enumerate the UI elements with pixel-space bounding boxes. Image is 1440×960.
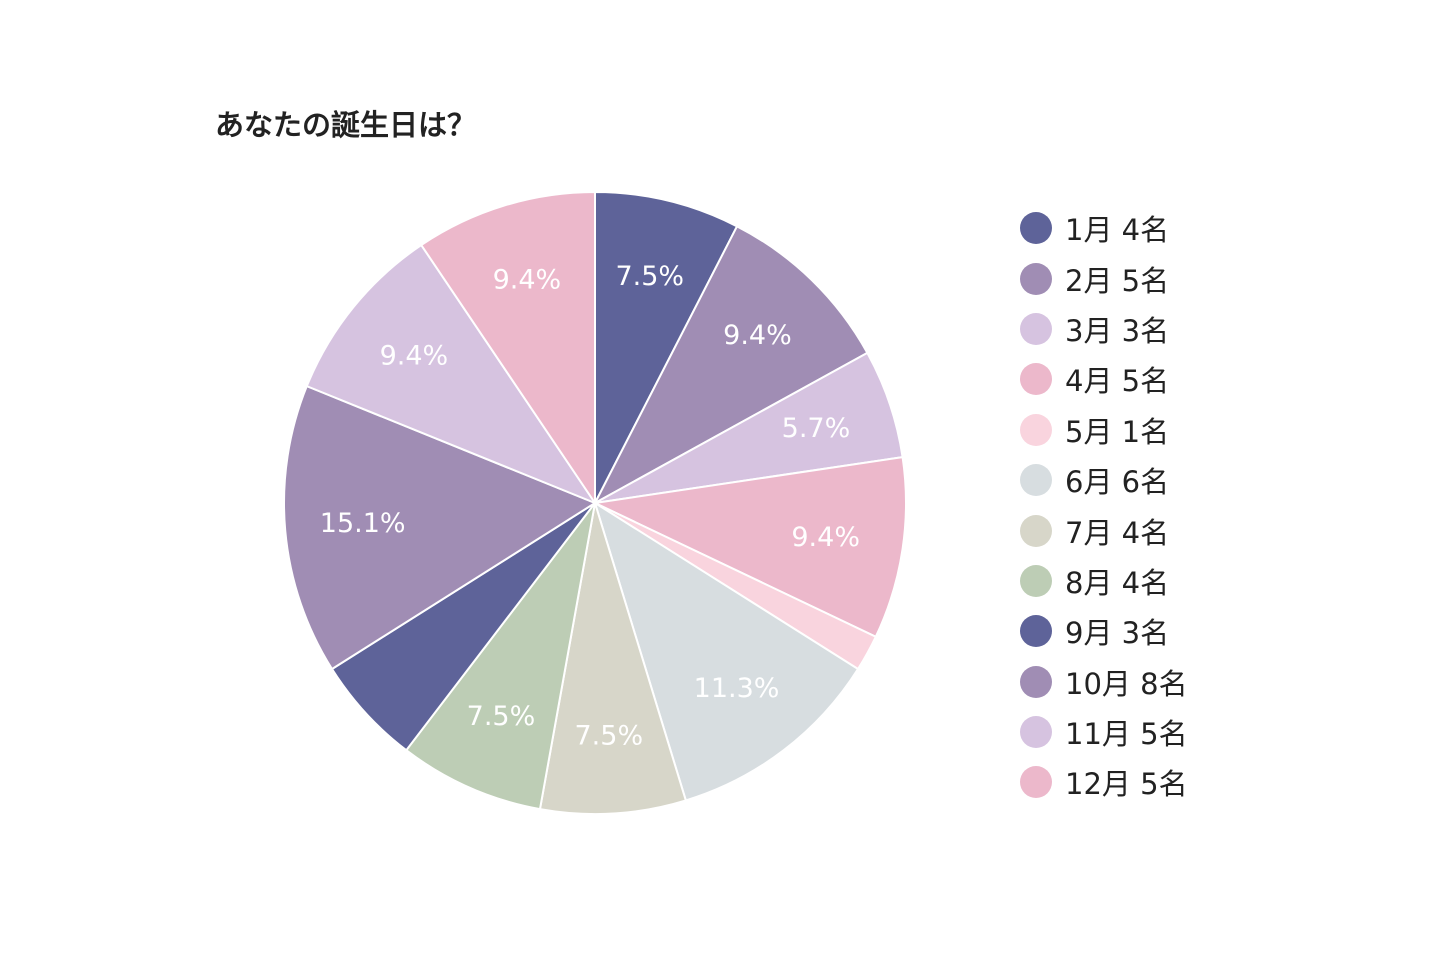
legend-swatch-7 — [1020, 514, 1052, 547]
pie-slice-label-4: 9.4% — [791, 522, 860, 553]
legend: 1月 4名 2月 5名 3月 3名 4月 5名 5月 1名 6月 6名 7月 4名 8月 4名… — [1020, 203, 1188, 808]
legend-item-9[interactable]: 9月 3名 — [1020, 606, 1188, 656]
pie-slice-4[interactable] — [591, 455, 907, 639]
pie-slice-label-3: 5.7% — [782, 413, 851, 444]
pie-slice-label-6: 11.3% — [694, 673, 780, 704]
legend-label-12: 12月 5名 — [1065, 767, 1188, 802]
legend-swatch-9 — [1020, 615, 1052, 648]
legend-swatch-1 — [1020, 212, 1052, 245]
legend-swatch-3 — [1020, 312, 1052, 345]
legend-label-11: 11月 5名 — [1065, 717, 1188, 752]
legend-item-10[interactable]: 10月 8名 — [1020, 657, 1188, 707]
legend-item-12[interactable]: 12月 5名 — [1020, 757, 1188, 807]
pie-slice-label-2: 9.4% — [723, 320, 792, 351]
pie-slice-6[interactable] — [593, 500, 860, 802]
legend-label-5: 5月 1名 — [1065, 414, 1170, 449]
pie-slice-1[interactable] — [594, 190, 739, 504]
legend-label-2: 2月 5名 — [1065, 263, 1170, 298]
pie-slices — [283, 190, 907, 815]
legend-item-3[interactable]: 3月 3名 — [1020, 304, 1188, 354]
pie-slice-12[interactable] — [419, 190, 596, 507]
legend-label-10: 10月 8名 — [1065, 666, 1188, 701]
legend-item-6[interactable]: 6月 6名 — [1020, 455, 1188, 505]
pie-slice-label-10: 15.1% — [320, 508, 406, 539]
pie-slice-label-8: 7.5% — [467, 701, 536, 732]
legend-swatch-10 — [1020, 665, 1052, 698]
legend-swatch-2 — [1020, 262, 1052, 295]
pie-slice-2[interactable] — [592, 224, 869, 506]
pie-slice-label-7: 7.5% — [575, 720, 644, 751]
legend-label-8: 8月 4名 — [1065, 565, 1170, 600]
legend-item-8[interactable]: 8月 4名 — [1020, 556, 1188, 606]
legend-swatch-4 — [1020, 363, 1052, 396]
pie-slice-labels: 7.5% 9.4% 5.7% 9.4% 11.3% 7.5% 7.5% 15.1% 9.4% 9.… — [320, 261, 860, 752]
pie-slice-10[interactable] — [283, 384, 598, 671]
legend-label-1: 1月 4名 — [1065, 213, 1170, 248]
legend-swatch-6 — [1020, 464, 1052, 497]
legend-label-3: 3月 3名 — [1065, 313, 1170, 348]
legend-label-7: 7月 4名 — [1065, 515, 1170, 550]
legend-swatch-12 — [1020, 766, 1052, 799]
legend-item-7[interactable]: 7月 4名 — [1020, 505, 1188, 555]
pie-slice-7[interactable] — [538, 502, 688, 815]
legend-swatch-8 — [1020, 564, 1052, 597]
legend-item-4[interactable]: 4月 5名 — [1020, 354, 1188, 404]
legend-item-5[interactable]: 5月 1名 — [1020, 405, 1188, 455]
legend-swatch-11 — [1020, 716, 1052, 749]
legend-item-2[interactable]: 2月 5名 — [1020, 253, 1188, 303]
chart-title: あなたの誕生日は？ — [215, 108, 477, 142]
pie-slice-8[interactable] — [404, 502, 596, 811]
pie-slice-label-12: 9.4% — [493, 264, 562, 295]
legend-label-9: 9月 3名 — [1065, 616, 1170, 651]
pie-slice-label-1: 7.5% — [615, 261, 684, 292]
pie-slice-11[interactable] — [305, 243, 598, 506]
legend-label-4: 4月 5名 — [1065, 364, 1170, 399]
legend-label-6: 6月 6名 — [1065, 465, 1170, 500]
pie-slice-label-11: 9.4% — [380, 341, 449, 372]
legend-swatch-5 — [1020, 413, 1052, 446]
legend-item-1[interactable]: 1月 4名 — [1020, 203, 1188, 253]
legend-item-11[interactable]: 11月 5名 — [1020, 707, 1188, 757]
